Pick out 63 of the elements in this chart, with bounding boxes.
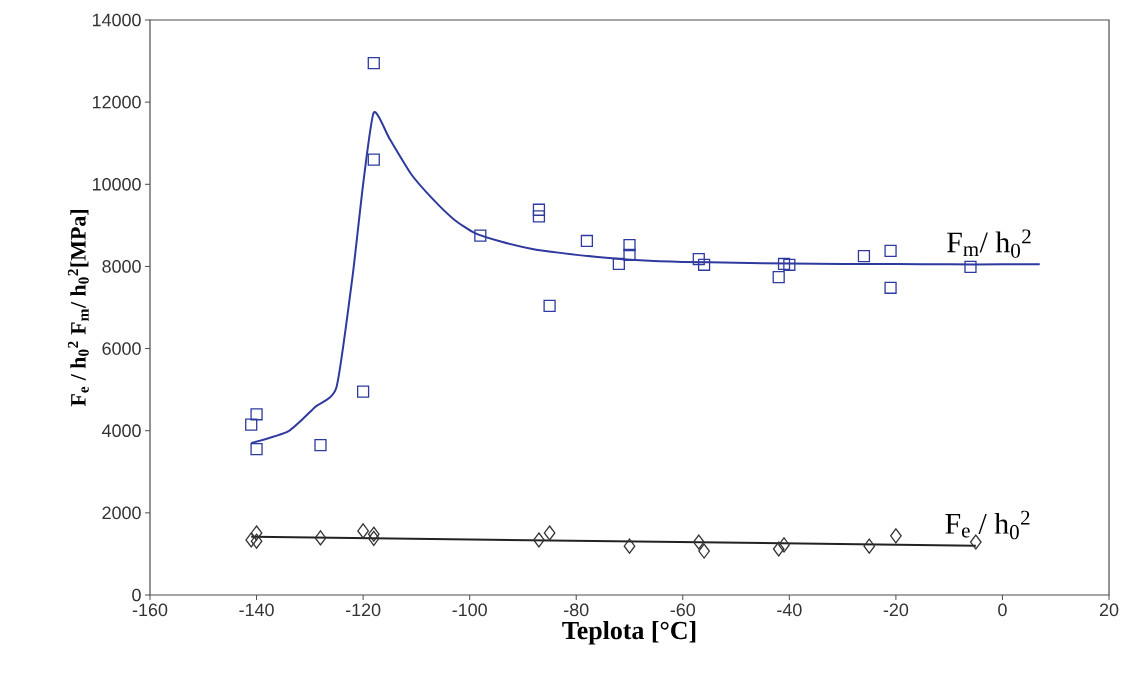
point [532,210,546,223]
point [367,526,380,542]
point [969,534,982,550]
point [964,260,977,273]
point [857,250,871,263]
point [778,537,790,553]
point [250,525,263,541]
point [863,538,876,554]
point [250,443,263,456]
y-tick-label: 10000 [92,177,141,191]
point [314,530,327,546]
point [356,385,370,398]
x-tick-label: -60 [670,603,696,617]
series-label: F$_{e}$ / h$_{0}$2 [945,510,1030,540]
y-tick-label: 2000 [102,506,141,520]
point [367,530,380,546]
x-tick-label: 20 [1099,603,1119,617]
point [532,203,546,216]
y-tick-label: 0 [132,588,141,602]
point [474,229,487,242]
y-tick-label: 14000 [92,13,141,27]
x-tick-label: -100 [452,603,487,617]
point [250,533,263,549]
text: F$_{e}$ / h$_{0}$$^{2}$ F$_{m}$/ h$_{0}$$^{2}$[MPa] [67,210,89,407]
point [612,257,625,271]
point [623,248,636,262]
y-tick-label: 4000 [102,424,141,438]
x-tick-label: 0 [998,603,1007,617]
point [580,234,594,248]
x-tick-label: -140 [239,603,274,617]
point [692,534,705,550]
point [245,532,258,548]
point [777,257,791,271]
point [698,543,710,559]
point [692,252,705,266]
point [623,238,636,252]
point [884,281,897,294]
point [783,258,796,271]
y-tick-label: 8000 [102,260,141,273]
point [533,532,545,548]
point [367,153,380,166]
point [884,244,897,257]
point [367,56,380,70]
y-tick-label: 12000 [92,95,141,109]
point [314,438,327,452]
point [543,525,556,541]
x-tick-label: -20 [883,603,909,617]
point [245,418,258,431]
y-tick-label: 6000 [102,342,141,355]
point [250,408,263,421]
point [772,541,785,557]
x-tick-label: -120 [345,603,381,617]
point [357,523,369,539]
series-label: F$_{m}$/ h$_{0}$2 [947,229,1031,258]
x-axis-title: Teplota [°C] [562,621,696,645]
point [890,528,902,544]
x-tick-label: -160 [132,603,168,617]
point [543,299,556,312]
point [623,538,636,554]
point [772,270,785,284]
x-tick-label: -80 [564,603,589,617]
point [697,258,711,271]
x-tick-label: -40 [777,603,802,617]
